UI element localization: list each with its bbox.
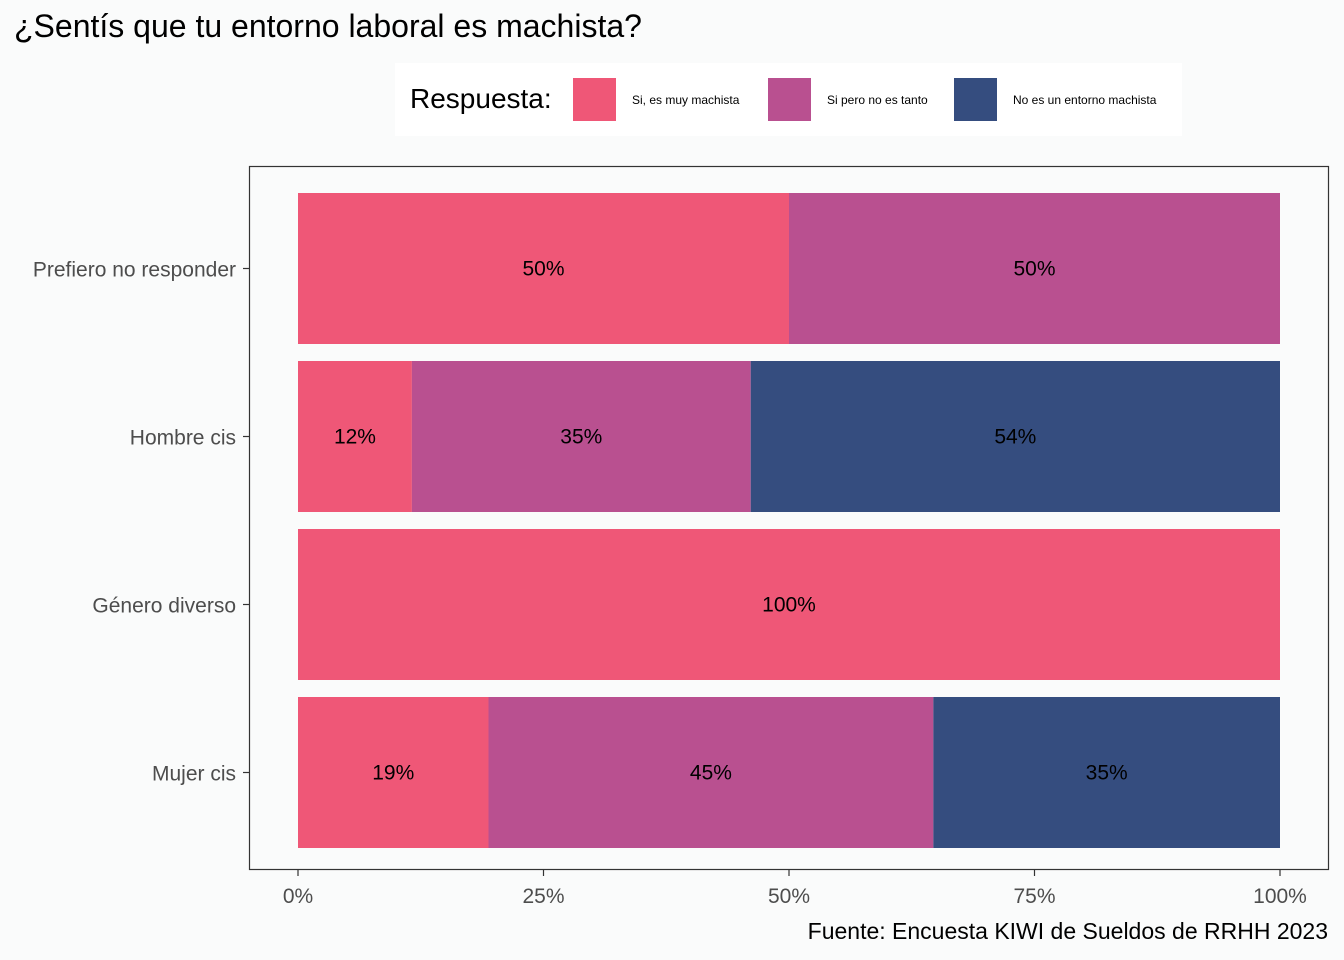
- x-tick-label: 25%: [522, 885, 564, 908]
- bar-data-label: 50%: [1013, 258, 1055, 281]
- bar-segment: [789, 193, 1280, 344]
- bar-data-label: 50%: [522, 258, 564, 281]
- legend-label-muy-machista: Si, es muy machista: [632, 93, 740, 107]
- x-tick-label: 75%: [1013, 885, 1055, 908]
- bar-segment: [933, 697, 1280, 848]
- y-tick-label: Prefiero no responder: [33, 259, 236, 282]
- chart-title: ¿Sentís que tu entorno laboral es machis…: [14, 8, 642, 44]
- bar-segment: [750, 361, 1280, 512]
- bar-data-label: 45%: [690, 762, 732, 785]
- bar-segment: [298, 193, 789, 344]
- y-tick-label: Hombre cis: [130, 427, 236, 450]
- bar-segment: [298, 361, 412, 512]
- bar-data-label: 35%: [1086, 762, 1128, 785]
- legend-key-no-machista: [954, 78, 997, 121]
- bar-data-label: 12%: [334, 426, 376, 449]
- legend-key-muy-machista: [573, 78, 616, 121]
- x-tick-label: 50%: [768, 885, 810, 908]
- bar-data-label: 54%: [994, 426, 1036, 449]
- bar-data-label: 35%: [560, 426, 602, 449]
- bar-data-label: 100%: [762, 594, 816, 617]
- bar-segment: [298, 529, 1280, 680]
- bar-segment: [488, 697, 934, 848]
- legend: Respuesta: Si, es muy machista Si pero n…: [395, 63, 1182, 136]
- legend-label-no-es-tanto: Si pero no es tanto: [827, 93, 928, 107]
- legend-title: Respuesta:: [410, 83, 552, 114]
- y-tick-label: Mujer cis: [152, 763, 236, 786]
- bar-segment: [411, 361, 751, 512]
- legend-label-no-machista: No es un entorno machista: [1013, 93, 1157, 107]
- bar-data-label: 19%: [372, 762, 414, 785]
- y-tick-label: Género diverso: [92, 595, 236, 618]
- chart-caption: Fuente: Encuesta KIWI de Sueldos de RRHH…: [807, 918, 1328, 944]
- x-tick-label: 0%: [283, 885, 313, 908]
- legend-key-no-es-tanto: [768, 78, 811, 121]
- bar-segment: [298, 697, 489, 848]
- x-tick-label: 100%: [1253, 885, 1307, 908]
